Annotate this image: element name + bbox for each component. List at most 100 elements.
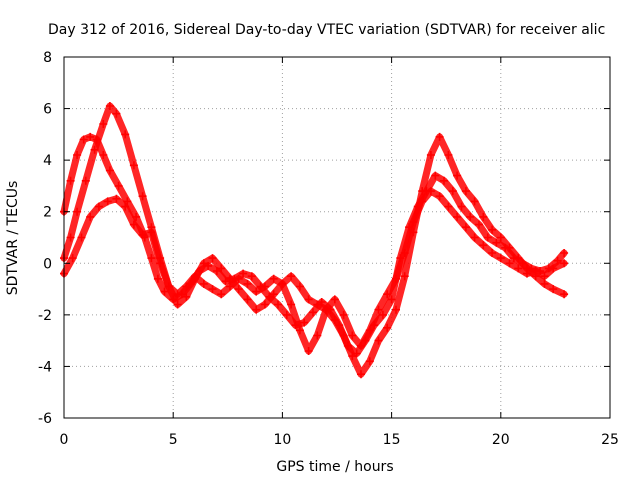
data-point (99, 151, 108, 159)
data-point (73, 151, 82, 159)
data-point (295, 326, 304, 335)
data-point (466, 212, 475, 221)
data-point (444, 151, 453, 159)
y-axis-label: SDTVAR / TECUs (5, 181, 21, 296)
data-point (269, 274, 278, 283)
y-tick-label: 4 (43, 153, 52, 169)
data-point (560, 290, 569, 299)
data-point (156, 259, 165, 268)
data-point (147, 254, 156, 263)
data-point (160, 287, 169, 296)
data-point (313, 300, 322, 309)
series-track-a-trace (60, 133, 568, 357)
data-point (234, 274, 243, 283)
data-point (287, 300, 296, 309)
data-point (365, 357, 374, 366)
data-point (435, 132, 444, 141)
data-point (66, 233, 75, 242)
data-point (274, 300, 282, 309)
data-point (431, 171, 440, 180)
data-point (269, 290, 278, 299)
data-point (300, 318, 309, 327)
data-point (226, 274, 234, 283)
data-point (514, 264, 523, 273)
data-point (448, 187, 457, 196)
data-point (330, 316, 339, 324)
data-point (435, 192, 444, 201)
data-point (560, 249, 569, 257)
data-point (114, 181, 123, 190)
data-point (247, 272, 256, 281)
data-point (348, 352, 357, 361)
data-point (86, 132, 95, 141)
data-point (217, 290, 226, 299)
data-point (496, 254, 505, 263)
data-point (313, 331, 322, 340)
data-point (479, 241, 488, 250)
data-point (357, 341, 365, 350)
x-tick-label: 0 (60, 432, 69, 448)
data-point (339, 331, 348, 340)
data-point (234, 285, 243, 294)
data-point (453, 212, 462, 221)
x-tick-label: 15 (383, 432, 401, 448)
data-point (418, 187, 427, 196)
data-point (243, 279, 252, 288)
data-point (182, 292, 191, 301)
data-point (239, 269, 248, 278)
y-tick-label: -2 (38, 308, 52, 324)
data-point (260, 300, 269, 309)
data-point (129, 161, 138, 170)
data-point (173, 300, 182, 309)
data-point (492, 238, 501, 247)
data-point (79, 135, 88, 144)
data-point (66, 176, 75, 185)
data-point (531, 267, 540, 275)
data-point (387, 295, 396, 304)
data-point (287, 272, 296, 281)
plot-frame (63, 56, 611, 419)
data-point (147, 228, 156, 237)
data-point (260, 282, 269, 291)
data-point (444, 202, 453, 211)
data-point (418, 197, 427, 206)
data-point (348, 331, 357, 340)
data-point (295, 282, 304, 291)
data-point (330, 295, 339, 304)
data-point (339, 310, 348, 319)
data-point (112, 109, 121, 118)
data-point (457, 202, 466, 211)
data-point (426, 187, 435, 196)
y-tick-label: 2 (43, 205, 52, 221)
data-point (357, 370, 365, 379)
data-point (488, 225, 497, 234)
data-point (409, 218, 418, 226)
data-point (523, 269, 531, 278)
data-point (400, 249, 409, 257)
data-point (374, 336, 383, 345)
data-point (374, 305, 383, 314)
data-point (191, 272, 199, 281)
data-point (470, 233, 479, 242)
data-point (309, 308, 317, 317)
data-point (304, 347, 313, 355)
y-tick-label: 0 (43, 256, 52, 272)
x-axis-label: GPS time / hours (276, 459, 393, 475)
data-point (121, 130, 130, 139)
data-point (208, 254, 217, 263)
data-point (182, 282, 191, 291)
data-point (173, 290, 182, 299)
data-point (243, 295, 252, 304)
data-point (86, 212, 95, 221)
data-point (383, 323, 392, 332)
data-point (488, 249, 497, 257)
data-point (540, 279, 549, 288)
data-point (392, 305, 400, 314)
data-point (378, 310, 387, 319)
data-point (475, 220, 483, 229)
data-point (94, 202, 103, 211)
data-point (112, 194, 121, 203)
data-point (129, 220, 138, 229)
data-point (153, 274, 162, 283)
